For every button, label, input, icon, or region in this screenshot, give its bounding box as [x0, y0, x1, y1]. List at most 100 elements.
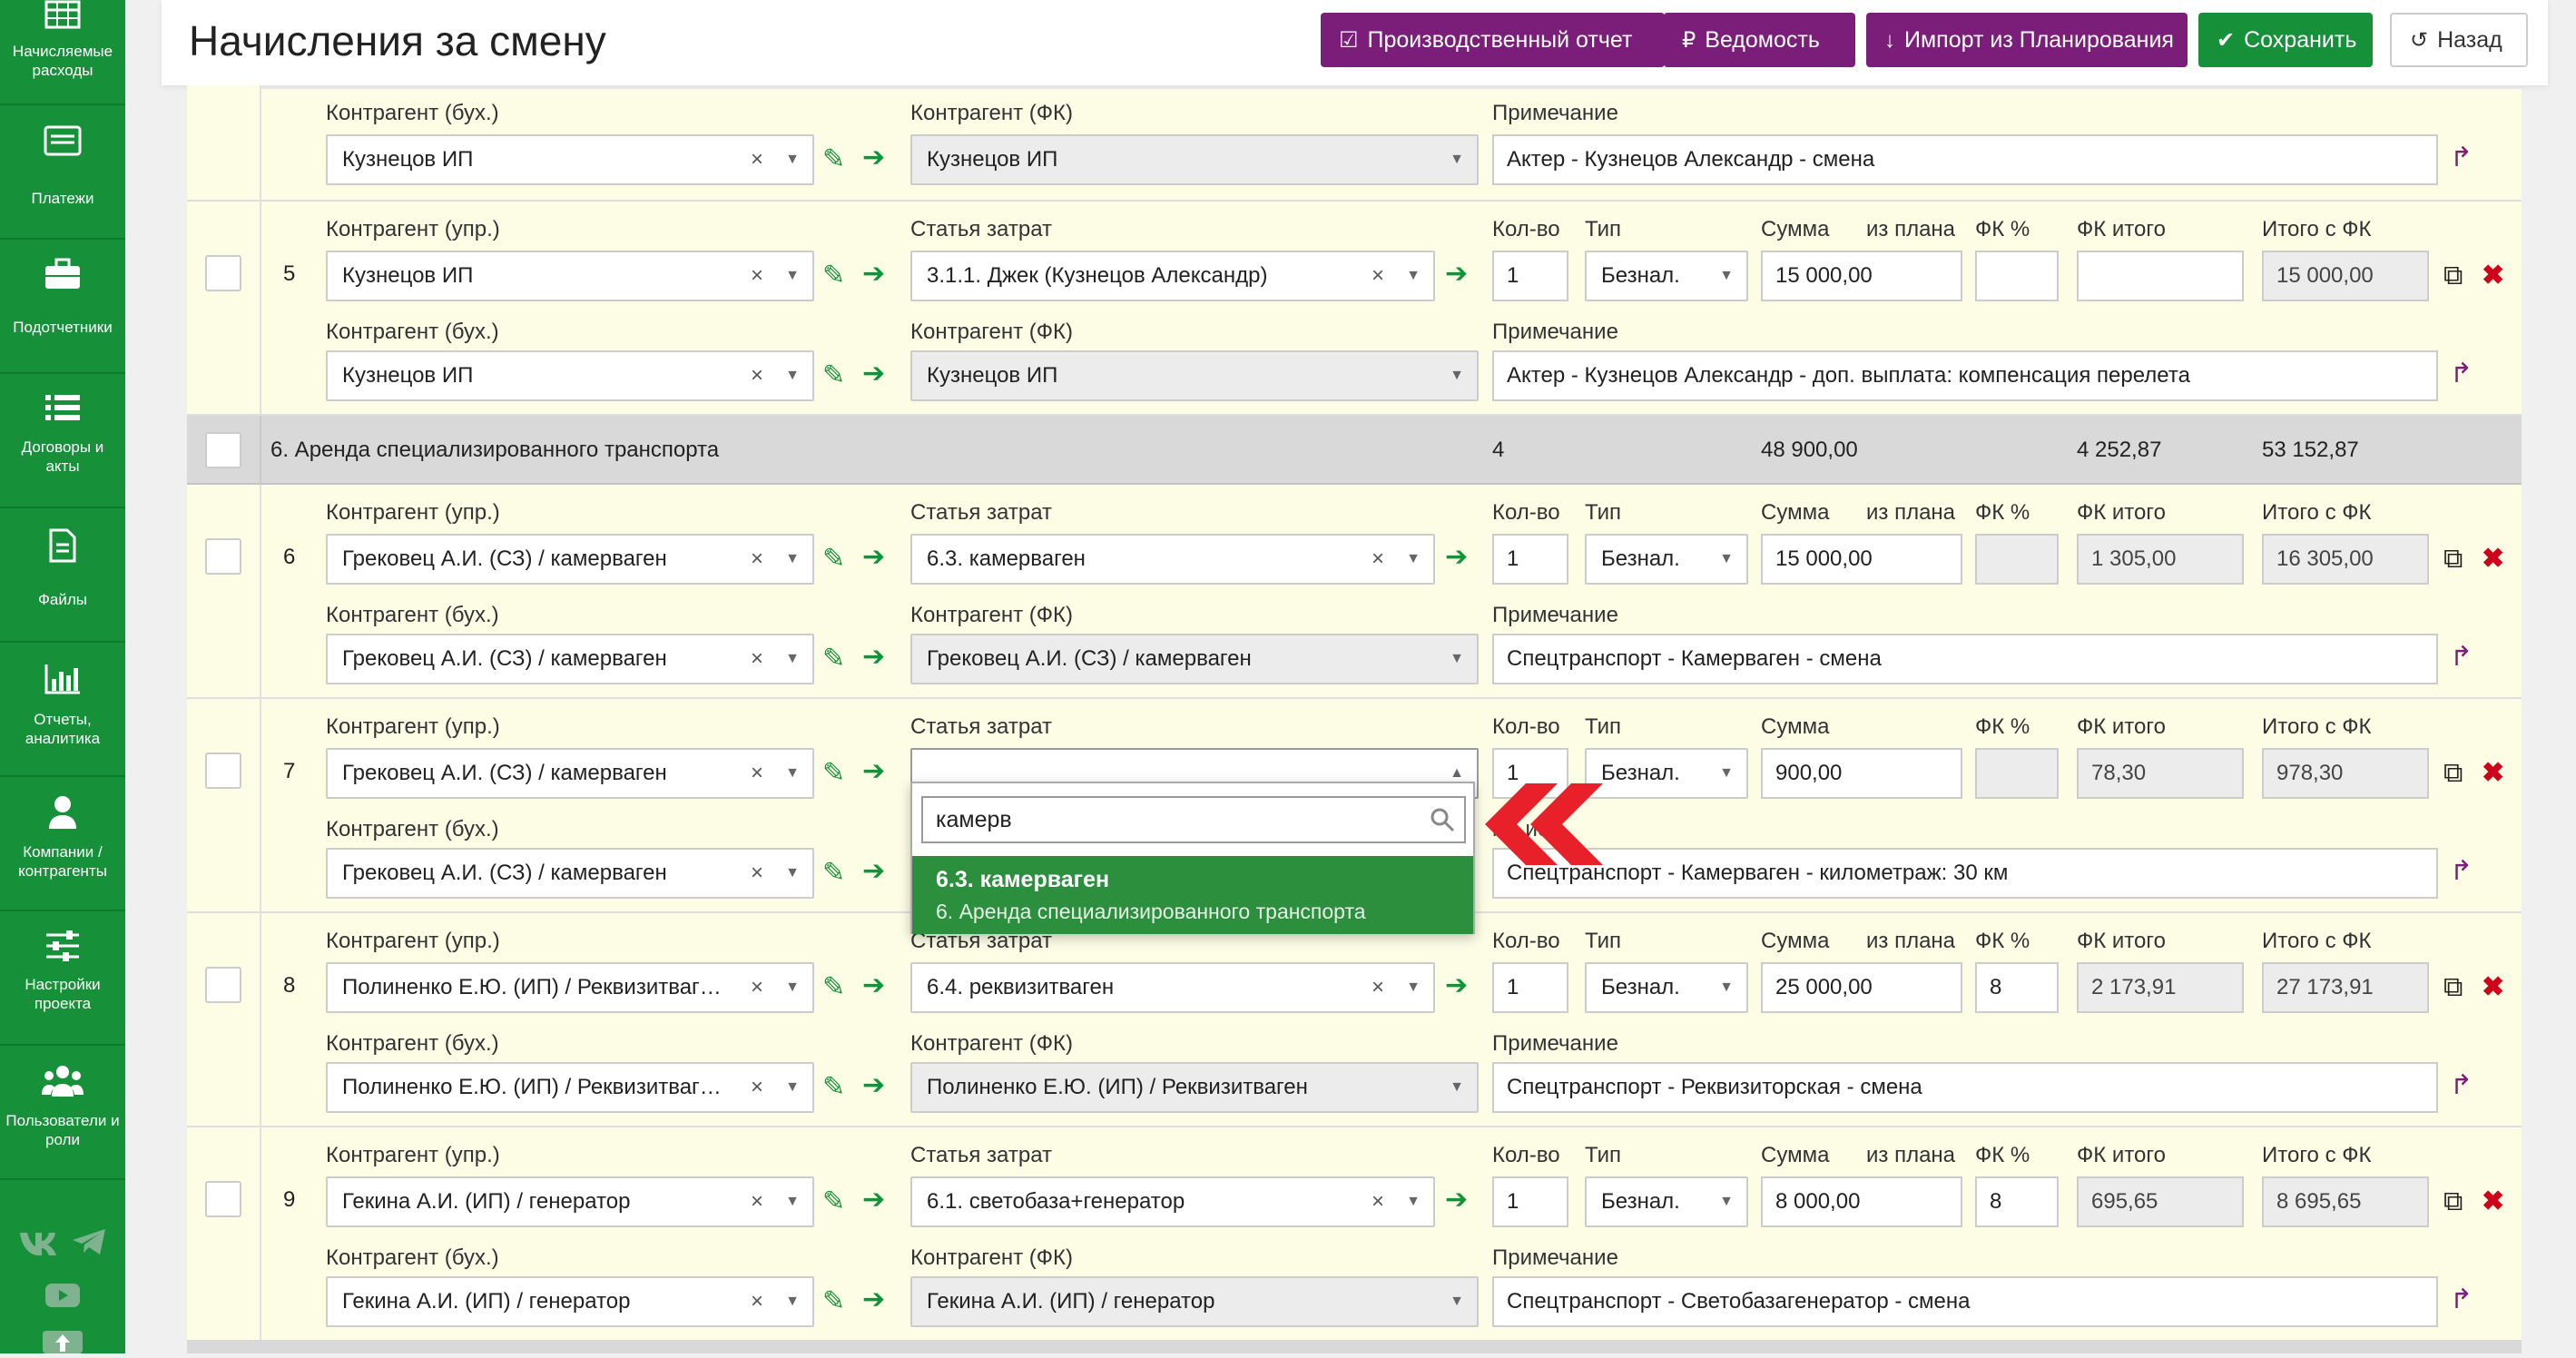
scroll-up-icon[interactable]	[43, 1331, 83, 1353]
share-icon[interactable]: ↱	[2450, 1284, 2473, 1314]
chevron-down-icon[interactable]: ▼	[1450, 152, 1464, 167]
note-input[interactable]: Актер - Кузнецов Александр - смена	[1492, 134, 2438, 185]
fk-total-input[interactable]	[2077, 251, 2244, 301]
total-fk-input[interactable]: 15 000,00	[2262, 251, 2429, 301]
cp-buh-select[interactable]: Грековец А.И. (СЗ) / камерваген × ▼	[326, 848, 814, 899]
type-select[interactable]: Безнал. ▼	[1585, 1176, 1748, 1227]
clear-icon[interactable]: ×	[750, 1189, 763, 1214]
clear-icon[interactable]: ×	[1371, 263, 1384, 288]
arrow-right-icon[interactable]: ➔	[1445, 259, 1469, 289]
delete-icon[interactable]: ✖	[2482, 261, 2505, 290]
cp-fk-select[interactable]: Кузнецов ИП ▼	[910, 350, 1479, 401]
share-icon[interactable]: ↱	[2450, 359, 2473, 389]
fk-total-input[interactable]: 1 305,00	[2077, 534, 2244, 585]
qty-input[interactable]: 1	[1492, 534, 1568, 585]
cp-buh-select[interactable]: Кузнецов ИП × ▼	[326, 350, 814, 401]
edit-icon[interactable]: ✎	[822, 1072, 846, 1102]
chevron-down-icon[interactable]: ▼	[1450, 1294, 1464, 1309]
cp-buh-select[interactable]: Полиненко Е.Ю. (ИП) / Реквизитваг… × ▼	[326, 1062, 814, 1113]
dropdown-option[interactable]: 6.3. камерваген 6. Аренда специализирова…	[912, 856, 1473, 934]
delete-icon[interactable]: ✖	[2482, 758, 2505, 788]
arrow-right-icon[interactable]: ➔	[1445, 970, 1469, 1000]
arrow-right-icon[interactable]: ➔	[862, 1185, 886, 1215]
arrow-right-icon[interactable]: ➔	[862, 542, 886, 572]
chevron-down-icon[interactable]: ▼	[785, 368, 800, 383]
statement-button[interactable]: ₽ Ведомость	[1664, 13, 1855, 67]
total-fk-input[interactable]: 27 173,91	[2262, 962, 2429, 1013]
clear-icon[interactable]: ×	[750, 1075, 763, 1099]
row-checkbox[interactable]	[205, 255, 241, 291]
delete-icon[interactable]: ✖	[2482, 544, 2505, 574]
fk-total-input[interactable]: 78,30	[2077, 748, 2244, 799]
edit-icon[interactable]: ✎	[822, 972, 846, 1002]
chevron-down-icon[interactable]: ▼	[1450, 651, 1464, 666]
back-button[interactable]: ↺ Назад	[2390, 13, 2528, 67]
fk-total-input[interactable]: 695,65	[2077, 1176, 2244, 1227]
cp-fk-select[interactable]: Кузнецов ИП ▼	[910, 134, 1479, 185]
dropdown-search-input[interactable]: камерв	[921, 796, 1466, 843]
group-checkbox[interactable]	[205, 432, 241, 468]
chevron-down-icon[interactable]: ▼	[1406, 551, 1421, 566]
clear-icon[interactable]: ×	[750, 147, 763, 172]
sidebar-item-accountables[interactable]: Подотчетники	[0, 240, 125, 374]
cost-item-select[interactable]: 6.4. реквизитваген × ▼	[910, 962, 1435, 1013]
edit-icon[interactable]: ✎	[822, 544, 846, 574]
cp-buh-select[interactable]: Гекина А.И. (ИП) / генератор × ▼	[326, 1276, 814, 1327]
cp-upr-select[interactable]: Полиненко Е.Ю. (ИП) / Реквизитваг… × ▼	[326, 962, 814, 1013]
arrow-right-icon[interactable]: ➔	[862, 970, 886, 1000]
clear-icon[interactable]: ×	[750, 363, 763, 388]
delete-icon[interactable]: ✖	[2482, 1186, 2505, 1216]
sidebar-item-reports[interactable]: Отчеты, аналитика	[0, 643, 125, 777]
cp-fk-select[interactable]: Гекина А.И. (ИП) / генератор ▼	[910, 1276, 1479, 1327]
fk-pct-input[interactable]: 8	[1975, 962, 2059, 1013]
sidebar-item-files[interactable]: Файлы	[0, 508, 125, 643]
edit-icon[interactable]: ✎	[822, 360, 846, 390]
arrow-right-icon[interactable]: ➔	[1445, 542, 1469, 572]
sum-input[interactable]: 25 000,00	[1761, 962, 1962, 1013]
note-input[interactable]: Спецтранспорт - Камерваген - километраж:…	[1492, 848, 2438, 899]
cp-fk-select[interactable]: Грековец А.И. (СЗ) / камерваген ▼	[910, 634, 1479, 684]
chevron-down-icon[interactable]: ▼	[785, 979, 800, 995]
note-input[interactable]: Спецтранспорт - Реквизиторская - смена	[1492, 1062, 2438, 1113]
arrow-right-icon[interactable]: ➔	[862, 359, 886, 389]
copy-icon[interactable]: ⧉	[2443, 972, 2463, 1002]
chevron-down-icon[interactable]: ▼	[785, 865, 800, 881]
chevron-down-icon[interactable]: ▼	[1450, 1079, 1464, 1095]
import-planning-button[interactable]: ↓ Импорт из Планирования	[1866, 13, 2188, 67]
copy-icon[interactable]: ⧉	[2443, 1186, 2463, 1216]
cp-upr-select[interactable]: Кузнецов ИП × ▼	[326, 251, 814, 301]
share-icon[interactable]: ↱	[2450, 856, 2473, 886]
arrow-right-icon[interactable]: ➔	[862, 143, 886, 172]
sidebar-item-payments[interactable]: Платежи	[0, 105, 125, 240]
share-icon[interactable]: ↱	[2450, 1070, 2473, 1100]
youtube-icon[interactable]	[44, 1282, 81, 1309]
cp-upr-select[interactable]: Гекина А.И. (ИП) / генератор × ▼	[326, 1176, 814, 1227]
clear-icon[interactable]: ×	[750, 861, 763, 885]
clear-icon[interactable]: ×	[750, 546, 763, 571]
chevron-down-icon[interactable]: ▼	[1719, 1194, 1734, 1209]
total-fk-input[interactable]: 8 695,65	[2262, 1176, 2429, 1227]
fk-pct-input[interactable]	[1975, 251, 2059, 301]
sum-input[interactable]: 15 000,00	[1761, 251, 1962, 301]
clear-icon[interactable]: ×	[1371, 546, 1384, 571]
edit-icon[interactable]: ✎	[822, 758, 846, 788]
chevron-up-icon[interactable]: ▲	[1450, 765, 1464, 781]
chevron-down-icon[interactable]: ▼	[1719, 268, 1734, 283]
share-icon[interactable]: ↱	[2450, 143, 2473, 172]
cp-upr-select[interactable]: Грековец А.И. (СЗ) / камерваген × ▼	[326, 748, 814, 799]
save-button[interactable]: ✔ Сохранить	[2198, 13, 2373, 67]
chevron-down-icon[interactable]: ▼	[785, 551, 800, 566]
row-checkbox[interactable]	[205, 538, 241, 575]
type-select[interactable]: Безнал. ▼	[1585, 251, 1748, 301]
edit-icon[interactable]: ✎	[822, 1186, 846, 1216]
chevron-down-icon[interactable]: ▼	[785, 651, 800, 666]
copy-icon[interactable]: ⧉	[2443, 758, 2463, 788]
arrow-right-icon[interactable]: ➔	[862, 856, 886, 886]
type-select[interactable]: Безнал. ▼	[1585, 962, 1748, 1013]
chevron-down-icon[interactable]: ▼	[785, 1194, 800, 1209]
fk-pct-input[interactable]	[1975, 748, 2059, 799]
arrow-right-icon[interactable]: ➔	[862, 259, 886, 289]
chevron-down-icon[interactable]: ▼	[785, 765, 800, 781]
clear-icon[interactable]: ×	[1371, 1189, 1384, 1214]
sidebar-item-companies[interactable]: Компании / контрагенты	[0, 777, 125, 911]
